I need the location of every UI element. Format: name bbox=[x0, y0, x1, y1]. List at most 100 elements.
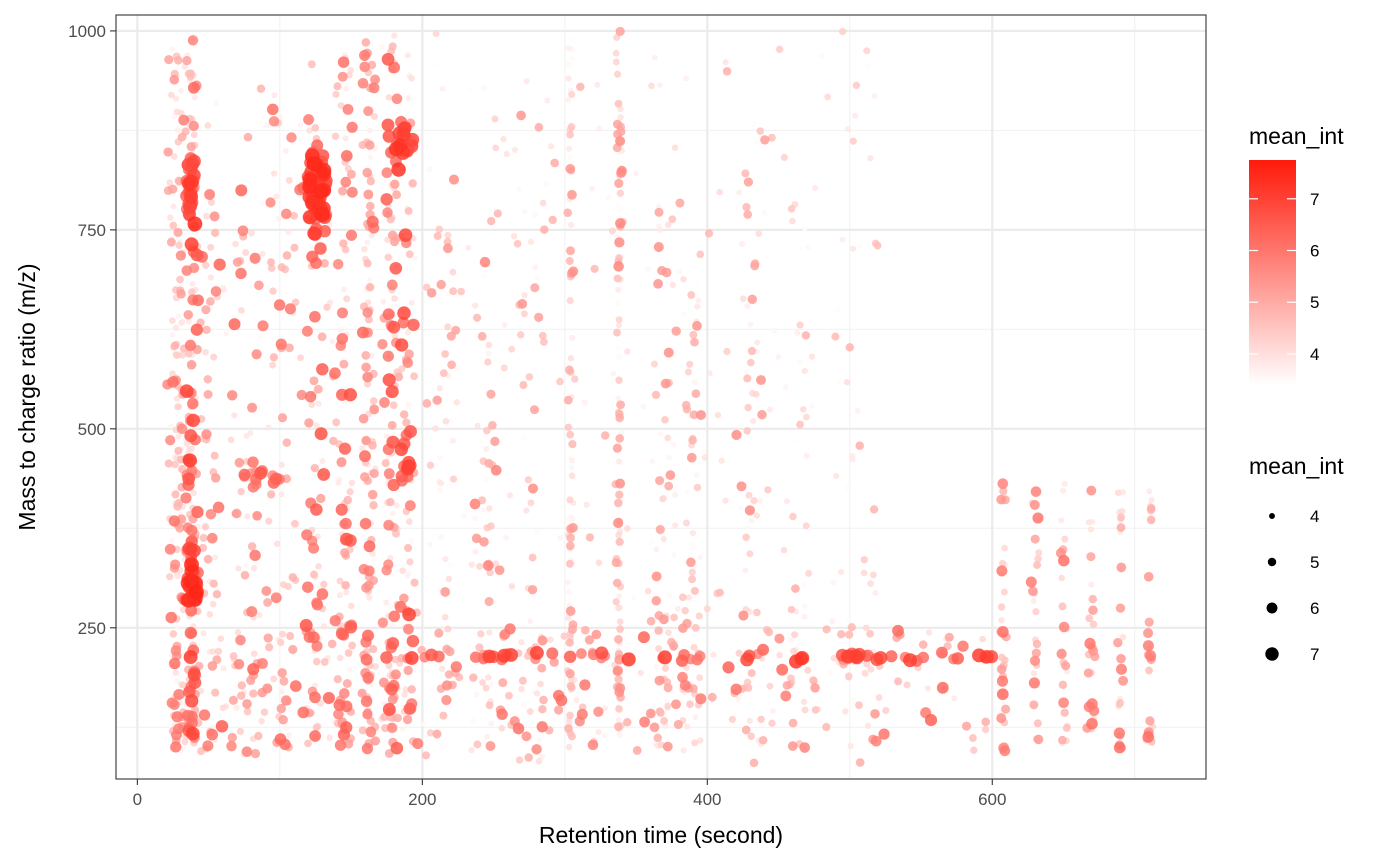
data-point bbox=[493, 733, 500, 739]
data-point bbox=[750, 261, 760, 271]
data-point bbox=[672, 522, 679, 529]
data-point bbox=[863, 47, 871, 55]
data-point bbox=[427, 541, 433, 548]
data-point bbox=[539, 199, 547, 207]
data-point bbox=[670, 613, 679, 622]
data-point bbox=[176, 423, 188, 435]
data-point bbox=[404, 349, 414, 359]
data-point bbox=[402, 623, 415, 635]
data-point bbox=[442, 417, 450, 425]
data-point bbox=[996, 688, 1009, 701]
data-point bbox=[179, 319, 186, 326]
data-point bbox=[438, 665, 446, 673]
data-point bbox=[747, 346, 757, 356]
data-point bbox=[175, 433, 182, 440]
y-tick-label: 250 bbox=[78, 619, 106, 638]
data-point bbox=[205, 508, 217, 520]
data-point bbox=[691, 597, 697, 603]
data-point bbox=[694, 303, 701, 310]
data-point bbox=[845, 342, 855, 352]
data-point bbox=[756, 643, 770, 656]
data-point bbox=[518, 639, 525, 646]
data-point bbox=[278, 491, 285, 498]
data-point bbox=[257, 320, 269, 332]
data-point bbox=[359, 517, 372, 530]
data-point bbox=[1029, 499, 1040, 511]
data-point bbox=[870, 708, 880, 719]
data-point bbox=[693, 280, 699, 286]
size-legend-dot bbox=[1266, 602, 1278, 614]
data-point bbox=[591, 629, 602, 640]
data-point bbox=[594, 81, 601, 88]
data-point bbox=[758, 735, 768, 745]
data-point bbox=[722, 59, 729, 66]
data-point bbox=[439, 743, 446, 749]
data-point bbox=[695, 612, 703, 620]
data-point bbox=[472, 548, 479, 555]
data-point bbox=[336, 332, 349, 345]
data-point bbox=[589, 185, 595, 192]
data-point bbox=[656, 708, 665, 718]
data-point bbox=[394, 442, 409, 457]
data-point bbox=[680, 747, 687, 754]
data-point bbox=[689, 330, 698, 339]
data-point bbox=[247, 662, 260, 676]
data-point bbox=[453, 399, 461, 406]
data-point bbox=[236, 727, 245, 736]
data-point bbox=[1028, 677, 1041, 689]
data-point bbox=[236, 691, 246, 700]
data-point bbox=[516, 330, 525, 339]
data-point bbox=[343, 589, 350, 596]
data-point bbox=[442, 243, 453, 254]
data-point bbox=[248, 229, 255, 237]
data-point bbox=[315, 400, 322, 407]
data-point bbox=[286, 732, 292, 739]
data-point bbox=[1060, 708, 1069, 717]
data-point bbox=[691, 379, 698, 386]
data-point bbox=[167, 214, 174, 221]
data-point bbox=[568, 266, 579, 277]
data-point bbox=[1058, 602, 1067, 611]
data-point bbox=[743, 374, 752, 383]
data-point bbox=[526, 708, 534, 715]
data-point bbox=[747, 668, 756, 678]
data-point bbox=[212, 501, 225, 514]
x-axis-title: Retention time (second) bbox=[539, 822, 783, 848]
data-point bbox=[664, 481, 674, 491]
data-point bbox=[400, 726, 406, 732]
data-point bbox=[342, 135, 349, 142]
data-point bbox=[360, 653, 373, 666]
data-point bbox=[391, 93, 403, 105]
data-point bbox=[301, 325, 314, 337]
data-point bbox=[231, 508, 242, 519]
data-point bbox=[288, 644, 298, 655]
data-point bbox=[223, 330, 230, 337]
data-point bbox=[319, 458, 326, 465]
data-point bbox=[653, 241, 664, 253]
data-point bbox=[282, 251, 292, 260]
data-point bbox=[579, 679, 591, 691]
data-point bbox=[484, 596, 494, 607]
data-point bbox=[363, 105, 374, 117]
data-point bbox=[388, 141, 404, 157]
data-point bbox=[408, 538, 415, 545]
data-point bbox=[613, 70, 622, 78]
data-point bbox=[242, 249, 250, 256]
data-point bbox=[172, 669, 180, 676]
data-point bbox=[189, 280, 196, 287]
data-point bbox=[365, 201, 375, 211]
data-point bbox=[342, 678, 352, 689]
data-point bbox=[563, 650, 577, 664]
data-point bbox=[794, 329, 801, 336]
data-point bbox=[766, 406, 774, 413]
data-point bbox=[691, 654, 703, 666]
data-point bbox=[163, 147, 173, 157]
data-point bbox=[624, 348, 631, 355]
data-point bbox=[326, 299, 334, 306]
data-point bbox=[235, 634, 246, 646]
data-point bbox=[288, 572, 298, 582]
data-point bbox=[616, 618, 624, 626]
data-point bbox=[437, 455, 444, 461]
data-point bbox=[488, 681, 494, 687]
data-point bbox=[692, 714, 699, 720]
